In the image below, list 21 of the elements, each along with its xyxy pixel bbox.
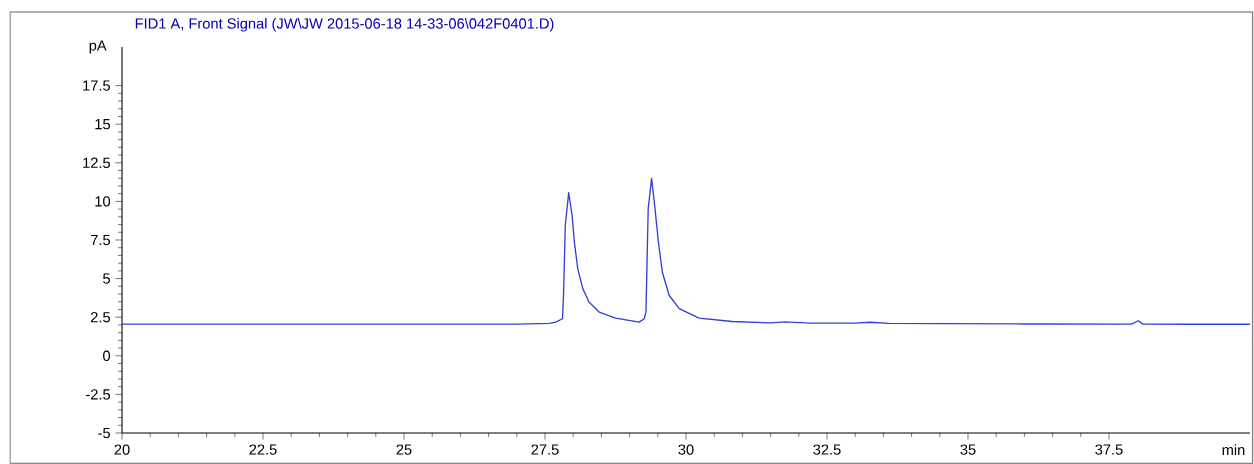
x-tick-label: 37.5 xyxy=(1095,444,1123,455)
y-tick-label: -2.5 xyxy=(86,389,111,400)
y-tick-label: 2.5 xyxy=(90,312,111,323)
y-tick-label: -5 xyxy=(98,427,111,439)
y-tick-label: 5 xyxy=(103,273,111,284)
y-tick-label: 7.5 xyxy=(91,234,111,246)
y-tick-label: 10 xyxy=(95,196,111,207)
x-tick-label: 27.5 xyxy=(531,444,559,455)
x-tick-label: 22.5 xyxy=(249,444,277,455)
x-tick-label: 35 xyxy=(960,444,976,455)
x-tick-label: 20 xyxy=(114,444,130,455)
y-tick-label: 12.5 xyxy=(83,157,111,168)
x-tick-label: 32.5 xyxy=(813,444,841,455)
y-tick-label: 0 xyxy=(103,350,111,361)
y-axis-title: pA xyxy=(89,40,107,54)
x-tick-label: 30 xyxy=(678,444,694,455)
x-tick-label: 25 xyxy=(396,444,412,455)
chart-title: FID1 A, Front Signal (JW\JW 2015-06-18 14-33-06\042F0401.D) xyxy=(135,17,554,32)
x-axis-title: min xyxy=(1222,444,1245,455)
y-tick-label: 15 xyxy=(95,119,111,130)
y-tick-label: 17.5 xyxy=(83,80,111,91)
